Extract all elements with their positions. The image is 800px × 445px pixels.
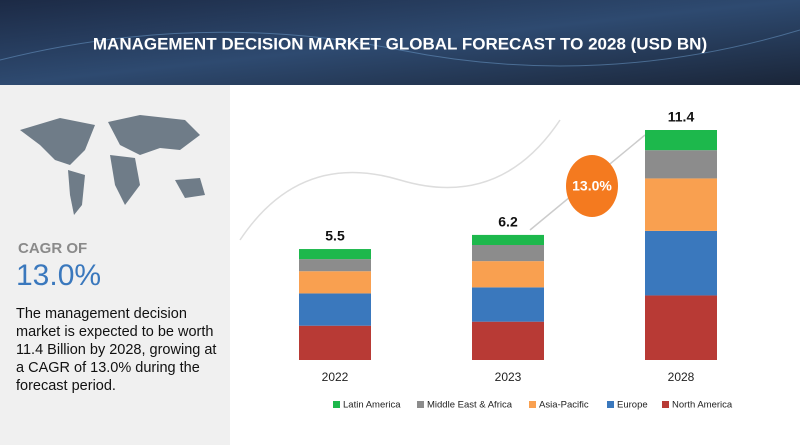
- x-tick-label: 2023: [495, 370, 522, 384]
- x-tick-label: 2028: [668, 370, 695, 384]
- bar-segment: [472, 234, 544, 245]
- header-decoration: [0, 29, 800, 67]
- bar-segment: [299, 271, 371, 294]
- bar-segment: [645, 295, 717, 360]
- total-label: 11.4: [668, 109, 695, 125]
- world-map: [20, 115, 205, 215]
- legend-swatch: [333, 401, 340, 408]
- bar-segment: [645, 150, 717, 179]
- cagr-value: 13.0%: [16, 259, 101, 292]
- bar-segment: [299, 325, 371, 360]
- legend-swatch: [662, 401, 669, 408]
- header-band: [0, 0, 800, 85]
- bar-segment: [472, 245, 544, 262]
- legend-swatch: [417, 401, 424, 408]
- bar-segment: [299, 249, 371, 260]
- total-label: 6.2: [498, 214, 518, 230]
- chart-title: MANAGEMENT DECISION MARKET GLOBAL FORECA…: [93, 34, 707, 53]
- bar-segment: [645, 230, 717, 296]
- bar-segment: [472, 261, 544, 288]
- legend-label: Latin America: [343, 400, 401, 411]
- legend-label: North America: [672, 400, 733, 411]
- decorative-curve: [239, 119, 561, 241]
- bar-segment: [645, 178, 717, 231]
- cagr-heading: CAGR OF: [18, 240, 87, 257]
- legend-label: Europe: [617, 400, 648, 411]
- bar-segment: [472, 321, 544, 360]
- bar-segment: [299, 259, 371, 272]
- total-label: 5.5: [325, 228, 345, 244]
- legend-swatch: [529, 401, 536, 408]
- description: The management decision market is expect…: [16, 306, 217, 394]
- side-panel: [0, 85, 230, 445]
- bar-segment: [299, 293, 371, 326]
- legend-label: Middle East & Africa: [427, 400, 513, 411]
- growth-bubble: [566, 155, 618, 217]
- growth-label: 13.0%: [572, 178, 612, 194]
- legend-label: Asia-Pacific: [539, 400, 589, 411]
- legend-swatch: [607, 401, 614, 408]
- x-tick-label: 2022: [322, 370, 349, 384]
- bar-segment: [472, 287, 544, 322]
- bar-segment: [645, 130, 717, 151]
